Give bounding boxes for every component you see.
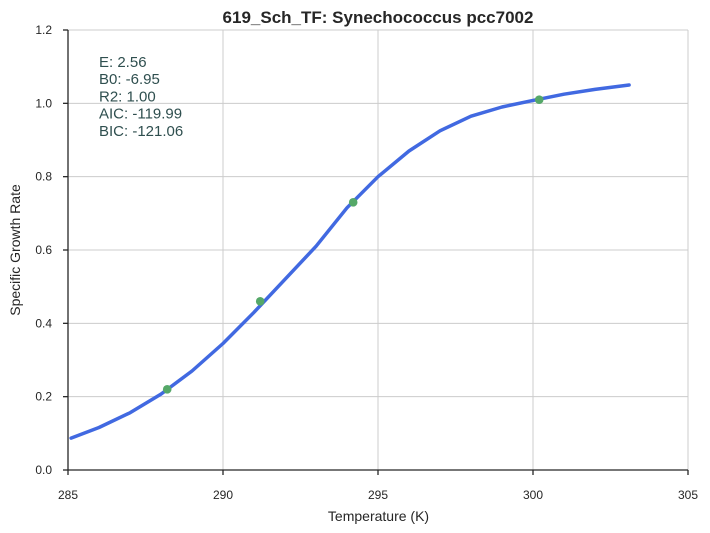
fit-stat-line: R2: 1.00 — [99, 88, 156, 105]
y-tick-label: 0.2 — [35, 390, 52, 404]
x-tick-label: 290 — [213, 488, 233, 502]
fit-stat-line: BIC: -121.06 — [99, 123, 183, 140]
chart-title: 619_Sch_TF: Synechococcus pcc7002 — [223, 8, 534, 27]
x-tick-label: 285 — [58, 488, 78, 502]
y-tick-label: 0.0 — [35, 463, 52, 477]
x-tick-label: 305 — [678, 488, 698, 502]
y-tick-label: 0.4 — [35, 316, 52, 330]
y-axis-label: Specific Growth Rate — [7, 184, 23, 316]
fit-stat-line: E: 2.56 — [99, 54, 147, 71]
x-tick-label: 295 — [368, 488, 388, 502]
series-layer — [69, 83, 631, 440]
grid-lines — [68, 29, 689, 470]
y-tick-label: 1.2 — [35, 23, 52, 37]
data-point — [348, 198, 358, 207]
tick-labels: 285 290 295 300 305 0.0 0.2 0.4 0.6 0.8 1.0 1.2 — [35, 23, 698, 502]
y-tick-label: 0.8 — [35, 170, 52, 184]
axes-spines — [63, 29, 689, 475]
fit-curve — [69, 83, 631, 440]
x-tick-label: 300 — [523, 488, 543, 502]
y-tick-label: 1.0 — [35, 96, 52, 110]
data-point — [255, 297, 265, 306]
y-tick-label: 0.6 — [35, 243, 52, 257]
fit-stat-line: AIC: -119.99 — [99, 106, 182, 123]
data-point — [534, 95, 544, 104]
fit-stat-line: B0: -6.95 — [99, 71, 160, 88]
data-point — [162, 385, 172, 394]
x-axis-label: Temperature (K) — [328, 508, 429, 524]
